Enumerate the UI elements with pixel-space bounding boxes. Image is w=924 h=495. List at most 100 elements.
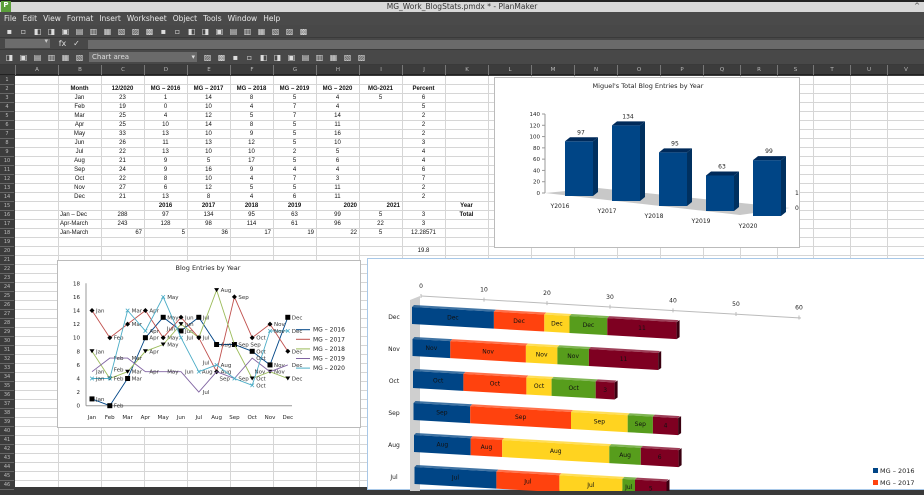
- column-header-N[interactable]: N: [574, 65, 617, 75]
- cell[interactable]: 67: [135, 230, 142, 236]
- cell[interactable]: 14: [205, 95, 212, 101]
- cell[interactable]: Total: [459, 212, 474, 218]
- row-header[interactable]: 33: [0, 364, 14, 373]
- cell[interactable]: 7: [421, 176, 426, 182]
- cell[interactable]: 5: [292, 185, 297, 191]
- cell[interactable]: MG – 2019: [279, 86, 310, 92]
- cell[interactable]: 2: [421, 194, 426, 200]
- cell[interactable]: 6: [421, 167, 426, 173]
- cell[interactable]: 10: [205, 149, 212, 155]
- row-header[interactable]: 42: [0, 445, 14, 454]
- cell[interactable]: 1: [163, 95, 168, 101]
- column-header-P[interactable]: P: [660, 65, 703, 75]
- undo-icon[interactable]: ▪: [160, 26, 167, 36]
- row-header[interactable]: 26: [0, 301, 14, 310]
- arrange-icon[interactable]: ▨: [357, 52, 366, 62]
- cell[interactable]: Oct: [74, 176, 85, 182]
- row-header[interactable]: 17: [0, 220, 14, 229]
- column-header-C[interactable]: C: [101, 65, 144, 75]
- cell[interactable]: Dec: [74, 194, 85, 200]
- insert-frame-icon[interactable]: ▣: [19, 52, 28, 62]
- cell[interactable]: 3: [421, 212, 426, 218]
- cell[interactable]: Jan-March: [60, 230, 89, 236]
- bar-row-Aug[interactable]: Aug Aug Aug Aug 6: [414, 433, 682, 468]
- cart-icon[interactable]: ▪: [6, 26, 13, 36]
- cell[interactable]: 9: [249, 167, 254, 173]
- cell[interactable]: 8: [249, 95, 254, 101]
- row-header[interactable]: 38: [0, 409, 14, 418]
- app1-icon[interactable]: ▨: [285, 26, 294, 36]
- cell[interactable]: 5: [421, 104, 426, 110]
- group-icon[interactable]: ▦: [329, 52, 338, 62]
- row-header[interactable]: 28: [0, 319, 14, 328]
- app2-icon[interactable]: ▩: [299, 26, 308, 36]
- cell[interactable]: 23: [119, 95, 126, 101]
- chart-props-icon[interactable]: ▩: [217, 52, 226, 62]
- cell[interactable]: 5: [378, 212, 383, 218]
- cell[interactable]: 2: [421, 185, 426, 191]
- redo-icon[interactable]: ▫: [174, 26, 181, 36]
- cell[interactable]: 19: [119, 104, 126, 110]
- cell[interactable]: 11: [334, 194, 341, 200]
- cell[interactable]: 9: [163, 158, 168, 164]
- column-header-J[interactable]: J: [402, 65, 445, 75]
- cell[interactable]: 10: [205, 176, 212, 182]
- cell[interactable]: 24: [119, 167, 126, 173]
- cell[interactable]: 8: [249, 122, 254, 128]
- cell[interactable]: 4: [249, 104, 254, 110]
- cell[interactable]: [361, 148, 400, 157]
- cell[interactable]: 11: [162, 140, 169, 146]
- cell[interactable]: Mar: [74, 113, 85, 119]
- row-header[interactable]: 32: [0, 355, 14, 364]
- cell[interactable]: [361, 121, 400, 130]
- cell[interactable]: [361, 157, 400, 166]
- bar-Y2016[interactable]: [565, 137, 598, 196]
- cell[interactable]: Year: [460, 203, 473, 209]
- cell[interactable]: [361, 130, 400, 139]
- cell[interactable]: 2018: [244, 203, 259, 209]
- cell[interactable]: 10: [334, 140, 341, 146]
- cell[interactable]: 33: [119, 131, 126, 137]
- stacked-bar-chart[interactable]: 0 10 20 30 40 50 60 Dec Dec Dec Dec Dec 11 Nov Nov Nov N…: [367, 258, 924, 495]
- cell[interactable]: 7: [292, 104, 297, 110]
- cell[interactable]: 12.28571: [410, 230, 437, 236]
- cell[interactable]: 5: [206, 158, 211, 164]
- sort-icon[interactable]: ▧: [271, 26, 280, 36]
- cell[interactable]: 10: [205, 104, 212, 110]
- bar-row-Jul[interactable]: Jul Jul Jul Jul 5: [414, 465, 670, 495]
- cell[interactable]: 5: [181, 230, 185, 236]
- formula-input[interactable]: [88, 40, 924, 49]
- cell[interactable]: 96: [334, 221, 341, 227]
- bar-row-Oct[interactable]: Oct Oct Oct Oct 3: [413, 369, 618, 400]
- cell[interactable]: 21: [119, 194, 126, 200]
- row-header[interactable]: 37: [0, 400, 14, 409]
- menu-edit[interactable]: Edit: [22, 14, 38, 23]
- menu-worksheet[interactable]: Worksheet: [126, 14, 167, 23]
- cell[interactable]: 16: [205, 167, 212, 173]
- cell[interactable]: 13: [162, 194, 169, 200]
- column-header-D[interactable]: D: [144, 65, 187, 75]
- cell[interactable]: 10: [248, 149, 255, 155]
- cell[interactable]: 27: [119, 185, 126, 191]
- cell[interactable]: 3: [421, 140, 426, 146]
- cell[interactable]: 25: [119, 113, 126, 119]
- column-header-E[interactable]: E: [187, 65, 230, 75]
- column-chart-icon[interactable]: ▥: [47, 52, 56, 62]
- table3-icon[interactable]: ▥: [315, 52, 324, 62]
- insert-frame-icon[interactable]: ▦: [257, 26, 266, 36]
- cell[interactable]: [361, 112, 400, 121]
- cell-reference-dropdown[interactable]: [5, 37, 50, 48]
- column-header-L[interactable]: L: [488, 65, 531, 75]
- cell[interactable]: 5: [292, 122, 297, 128]
- cell[interactable]: [361, 175, 400, 184]
- menu-file[interactable]: File: [4, 14, 17, 23]
- cell[interactable]: 5: [292, 158, 297, 164]
- row-header[interactable]: 45: [0, 472, 14, 481]
- cell[interactable]: 2016: [158, 203, 173, 209]
- cell[interactable]: 5: [378, 230, 383, 236]
- cell[interactable]: 10: [162, 122, 169, 128]
- format-painter-icon[interactable]: ▩: [145, 26, 154, 36]
- cell[interactable]: 19.8: [417, 248, 430, 254]
- bar-row-Dec[interactable]: Dec Dec Dec Dec 11: [412, 305, 680, 340]
- cell[interactable]: 4: [335, 167, 340, 173]
